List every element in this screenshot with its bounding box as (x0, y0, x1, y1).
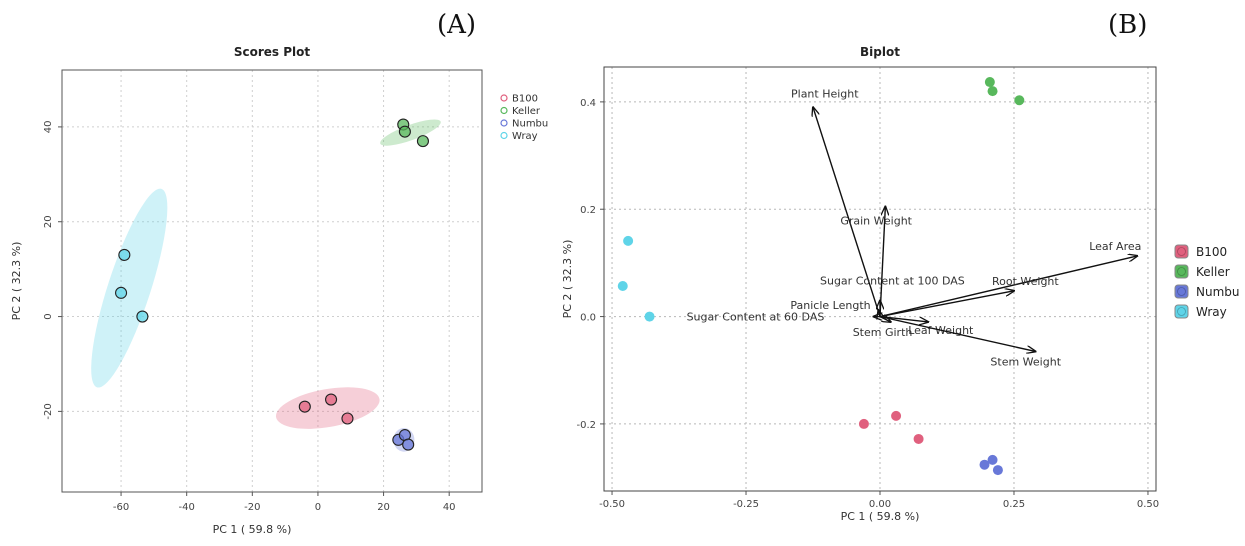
data-point-b100 (891, 410, 902, 421)
y-tick-label: 40 (43, 121, 54, 134)
loading-label-root-weight: Root Weight (992, 275, 1059, 288)
y-tick-label: 0.4 (580, 98, 596, 109)
data-point-wray (644, 311, 655, 322)
legend-dot-keller (1177, 267, 1186, 276)
legend-label-numbu: Numbu (1196, 285, 1240, 299)
legend-dot-wray (1177, 307, 1186, 316)
legend-marker-wray (500, 131, 508, 140)
data-point-wray (617, 280, 628, 291)
legend-label-wray: Wray (1196, 305, 1227, 319)
plot-frame (61, 69, 483, 493)
y-tick-label: 0.0 (580, 313, 596, 324)
x-tick-label: -0.25 (733, 499, 759, 510)
legend-label-b100: B100 (1196, 245, 1227, 259)
data-point-b100 (913, 433, 924, 444)
loading-label-leaf-area: Leaf Area (1089, 240, 1141, 253)
x-tick-label: 40 (443, 502, 456, 513)
data-point-keller (1014, 95, 1025, 106)
y-tick-label: 0 (43, 313, 54, 319)
legend-label-numbu: Numbu (512, 119, 548, 130)
x-tick-label: 20 (377, 502, 390, 513)
confidence-ellipse-b100 (275, 387, 380, 429)
legend-marker-keller (500, 106, 508, 115)
x-tick-label: 0.50 (1137, 499, 1159, 510)
loading-label-plant-height: Plant Height (791, 87, 859, 100)
data-point-keller (398, 125, 411, 138)
y-tick-label: 0.2 (580, 205, 596, 216)
loading-label-sugar-content-at-100-das: Sugar Content at 100 DAS (820, 274, 965, 287)
loading-label-grain-weight: Grain Weight (840, 215, 912, 228)
x-tick-label: -60 (113, 502, 129, 513)
chart-title: Biplot (860, 45, 900, 59)
panel-label-b: (B) (1108, 10, 1148, 40)
y-tick-label: -0.2 (576, 420, 596, 431)
loading-label-stem-weight: Stem Weight (990, 355, 1061, 368)
x-tick-label: 0 (315, 502, 321, 513)
legend-marker-b100 (500, 94, 508, 102)
y-tick-label: 20 (43, 215, 54, 228)
x-tick-label: -40 (179, 502, 195, 513)
legend-marker-numbu (500, 119, 508, 127)
legend-label-keller: Keller (512, 106, 541, 117)
panel-label-a: (A) (437, 10, 477, 40)
legend-label-b100: B100 (512, 94, 538, 105)
data-point-wray (118, 248, 131, 261)
loading-arrow-plant-height (813, 107, 881, 317)
loading-arrow-leaf-area (879, 256, 1137, 318)
data-point-b100 (858, 418, 869, 429)
data-point-keller (984, 77, 995, 88)
legend-label-wray: Wray (512, 131, 538, 142)
x-tick-label: 0.25 (1003, 499, 1025, 510)
loading-arrow-root-weight (879, 291, 1014, 318)
loading-arrow-stem-weight (879, 315, 1035, 352)
data-point-wray (136, 310, 149, 323)
plot-frame (603, 66, 1157, 492)
data-point-b100 (325, 393, 338, 406)
data-point-numbu (402, 438, 415, 451)
x-tick-label: -20 (244, 502, 260, 513)
y-axis-label: PC 2 ( 32.3 %) (561, 240, 574, 319)
data-point-wray (115, 286, 128, 299)
loading-arrow-leaf-weight (879, 315, 928, 322)
data-point-b100 (298, 400, 311, 413)
legend-dot-numbu (1177, 287, 1186, 296)
x-axis-label: PC 1 ( 59.8 %) (213, 523, 292, 536)
loading-label-stem-girth: Stem Girth (853, 326, 913, 339)
data-point-numbu (992, 465, 1003, 476)
data-point-wray (623, 235, 634, 246)
data-point-keller (416, 135, 429, 148)
confidence-ellipse-wray (91, 188, 168, 388)
loading-label-panicle-length: Panicle Length (790, 299, 870, 312)
data-point-numbu (979, 459, 990, 470)
x-tick-label: -0.50 (599, 499, 625, 510)
x-tick-label: 0.00 (869, 499, 891, 510)
chart-title: Scores Plot (234, 45, 311, 59)
legend-dot-b100 (1177, 247, 1186, 256)
y-axis-label: PC 2 ( 32.3 %) (10, 242, 23, 321)
loading-arrow-grain-weight (879, 207, 885, 317)
y-tick-label: -20 (43, 403, 54, 419)
data-point-b100 (341, 412, 354, 425)
data-point-keller (987, 86, 998, 97)
x-axis-label: PC 1 ( 59.8 %) (841, 510, 920, 523)
data-point-numbu (987, 454, 998, 465)
legend-label-keller: Keller (1196, 265, 1230, 279)
loading-label-sugar-content-at-60-das: Sugar Content at 60 DAS (687, 311, 825, 324)
